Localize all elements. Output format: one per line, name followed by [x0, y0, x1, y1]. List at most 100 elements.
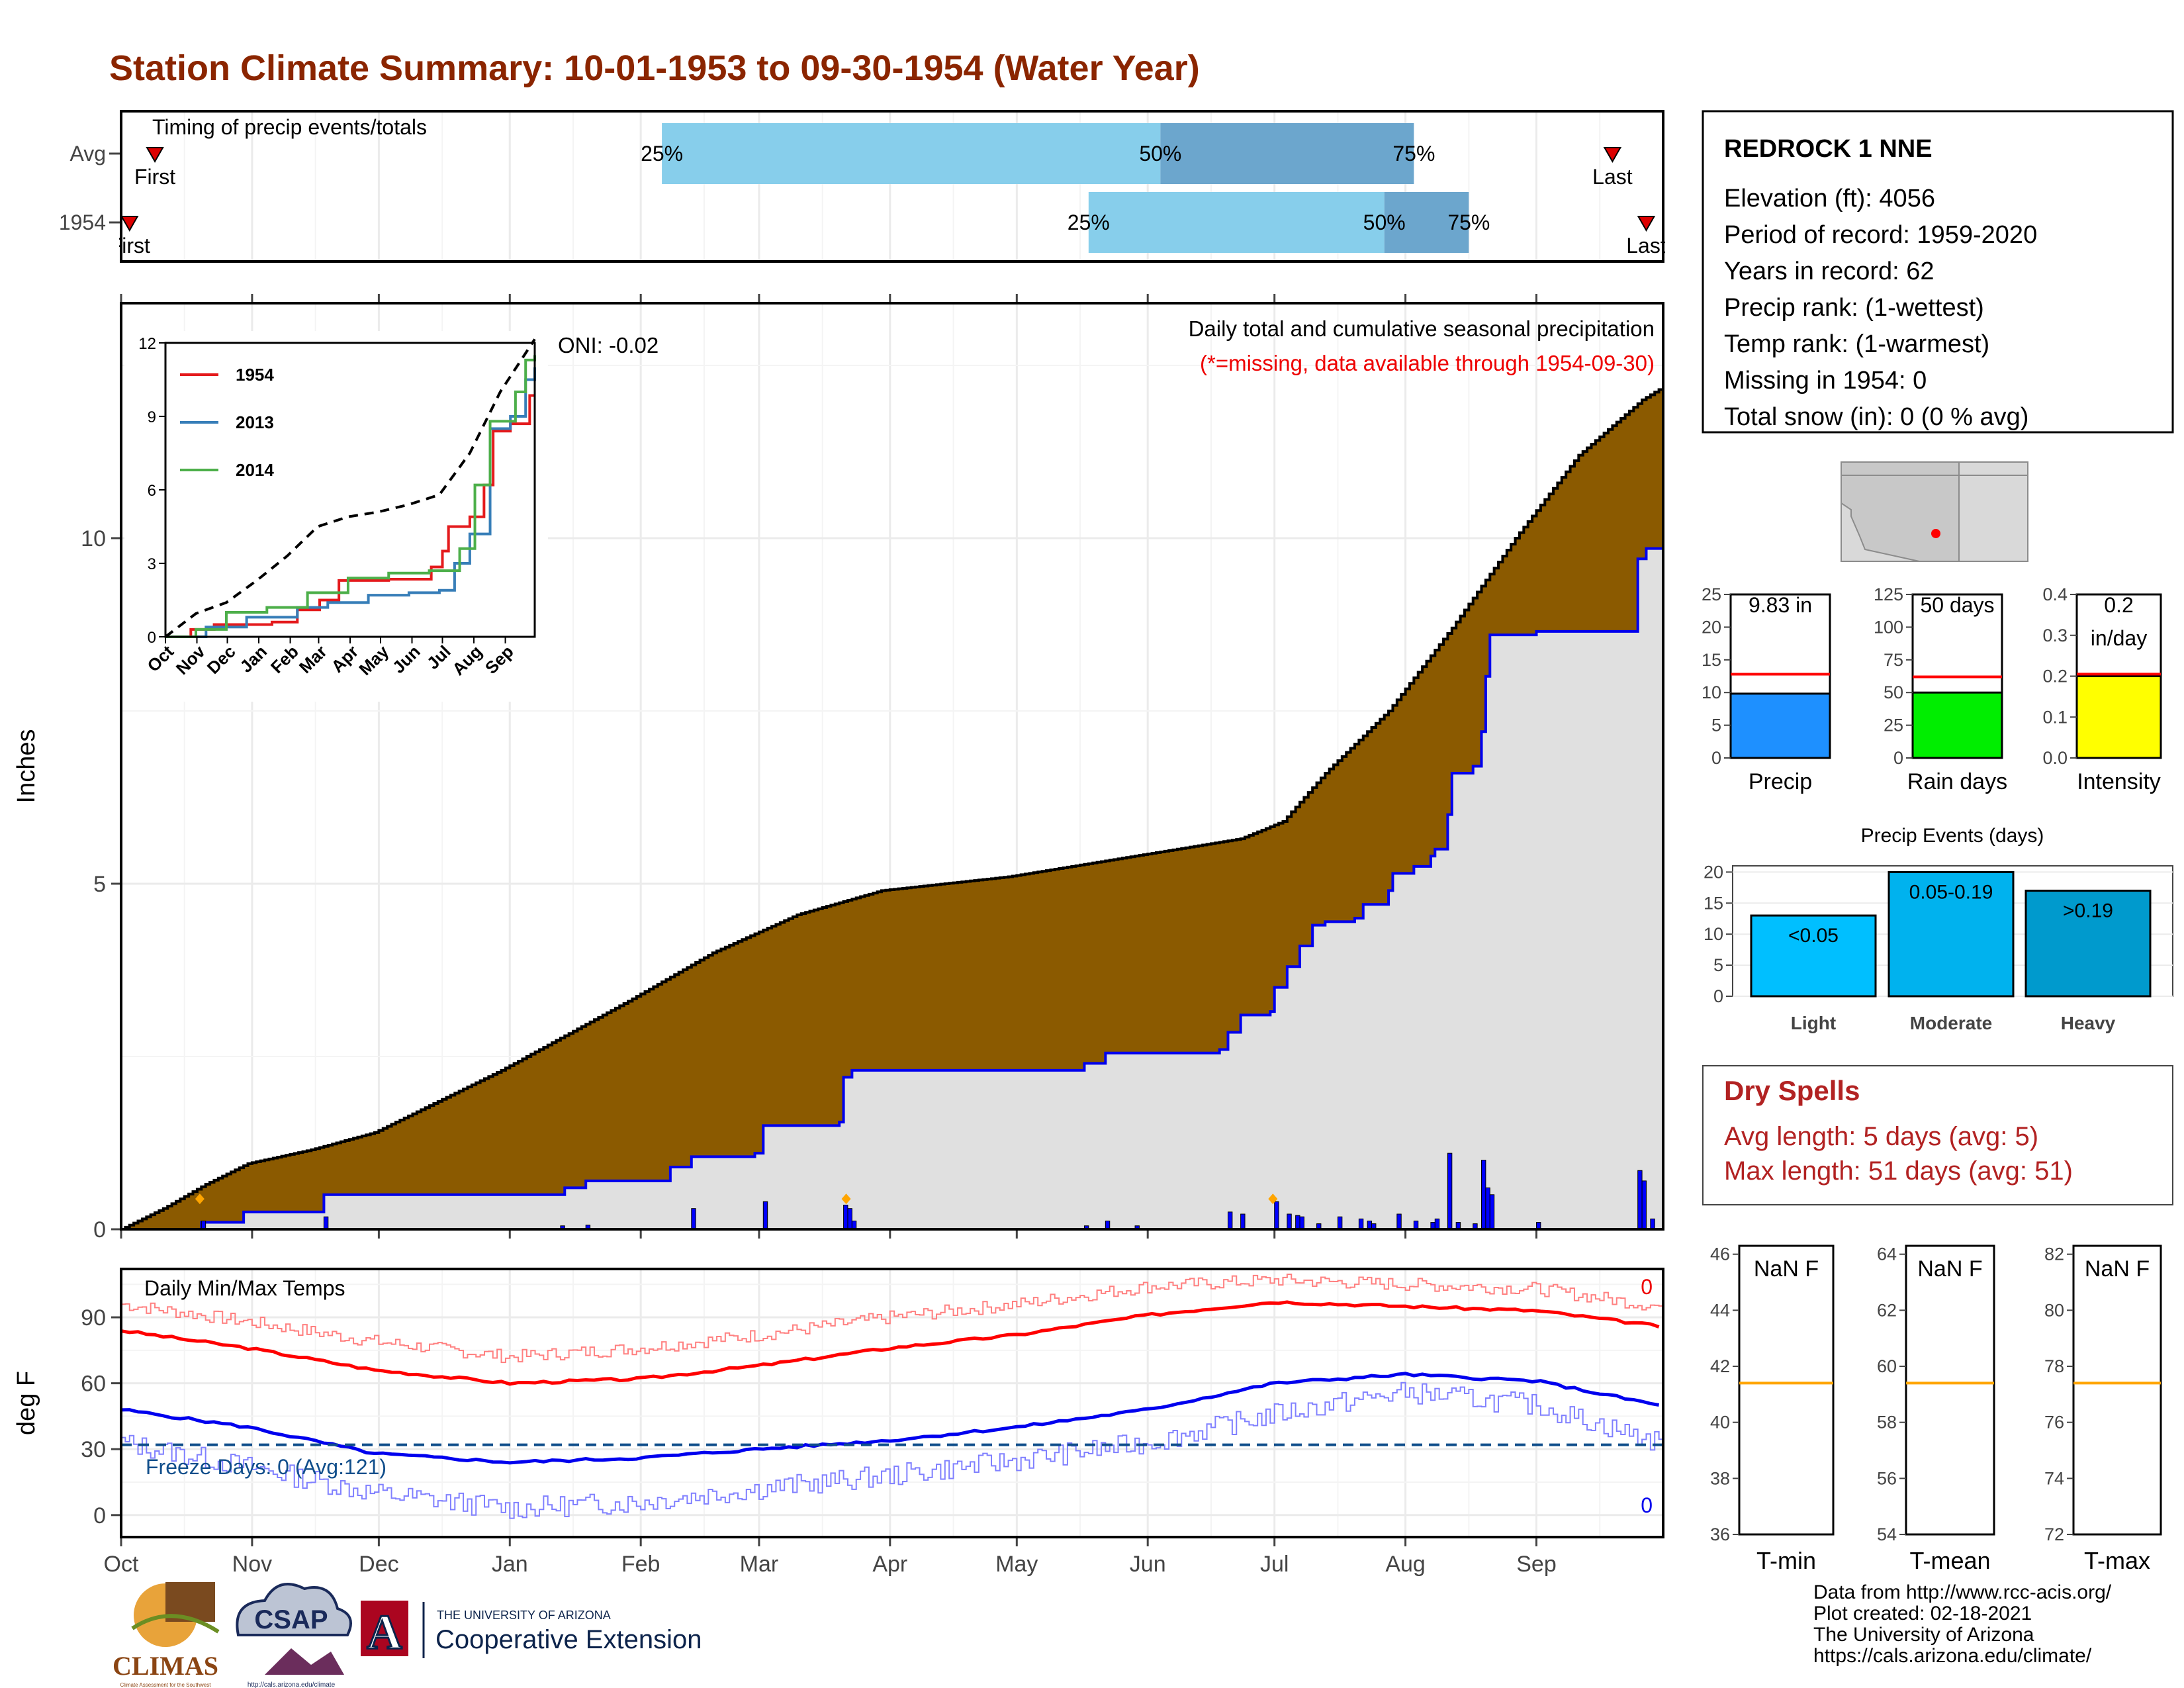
summary-bar [1911, 691, 2003, 759]
summary-tick-label: 50 [1884, 682, 1903, 702]
inset-series-line [165, 355, 536, 638]
x-tick-label: May [995, 1552, 1038, 1577]
temp-summary-frame [1905, 1244, 1995, 1536]
temp-summary-tick: 46 [1710, 1244, 1730, 1264]
y-tick-label: 60 [81, 1372, 106, 1397]
station-info-line: Precip rank: (1-wettest) [1724, 294, 1984, 322]
quartile-label: 75% [1392, 142, 1435, 165]
inset-y-tick: 12 [138, 335, 156, 353]
last-marker [1603, 147, 1622, 164]
summary-value-label: in/day [2091, 626, 2147, 650]
quartile-label: 50% [1363, 211, 1406, 234]
summary-tick-label: 0.4 [2042, 585, 2068, 604]
avg-cumulative-edge [121, 388, 1663, 1231]
temp-summary-tick: 82 [2044, 1244, 2064, 1264]
temp-summary-tick: 56 [1877, 1468, 1897, 1488]
events-tick-label: 15 [1704, 893, 1723, 913]
quartile-label: 50% [1139, 142, 1181, 165]
y-tick-label: 0 [93, 1503, 106, 1528]
station-info-line: Temp rank: (1-warmest) [1724, 330, 1989, 358]
summary-tick-label: 0.1 [2042, 707, 2068, 727]
y-axis-label: Inches [13, 729, 40, 804]
daily-precip-bar [1295, 1215, 1300, 1230]
summary-bar-label: Precip [1749, 769, 1812, 794]
temp-summary-tick: 44 [1710, 1300, 1730, 1320]
station-info-line: Years in record: 62 [1724, 258, 1934, 285]
events-title: Precip Events (days) [1861, 825, 2044, 847]
climas-swoosh-icon [131, 1614, 220, 1634]
daily-precip-bar [1489, 1194, 1495, 1230]
inset-y-tick: 9 [148, 408, 156, 426]
daily-precip-bar [1396, 1213, 1402, 1230]
event-marker [1268, 1194, 1278, 1205]
quartile-label: 25% [1068, 211, 1110, 234]
events-tick-label: 0 [1713, 986, 1723, 1006]
first-label: First [134, 165, 175, 189]
min-missing-count: 0 [1641, 1493, 1653, 1517]
temp-summary-value: NaN F [1754, 1256, 1819, 1282]
daily-precip-bar [762, 1201, 768, 1230]
temp-summary-tick: 58 [1877, 1413, 1897, 1432]
timing-frame [120, 110, 1664, 263]
daily-precip-bar [843, 1204, 848, 1230]
daily-precip-bar [1337, 1216, 1343, 1230]
events-tick-label: 5 [1713, 955, 1723, 975]
x-tick-label: Dec [359, 1552, 398, 1577]
last-label: Last [1592, 165, 1633, 189]
timing-panel: Timing of precip events/totals Avg 25% 50% 7… [0, 110, 1705, 263]
temp-summary-frame [2072, 1244, 2162, 1536]
x-tick-label: Jul [1260, 1552, 1289, 1577]
observed-cumulative-line [121, 547, 1663, 1231]
record-min-line [121, 1382, 1663, 1519]
summary-tick-label: 25 [1702, 585, 1721, 604]
daily-precip-bar [1227, 1211, 1233, 1230]
summary-tick-label: 25 [1884, 716, 1903, 735]
event-bar-label: Heavy [2061, 1013, 2116, 1033]
temp-summary-tick: 72 [2044, 1524, 2064, 1544]
clip-right [1665, 111, 1705, 261]
summary-tick-label: 0.3 [2042, 626, 2068, 645]
daily-precip-bar [1434, 1218, 1440, 1230]
timing-row-label: 1954 [59, 211, 106, 234]
station-info-line: Total snow (in): 0 (0 % avg) [1724, 403, 2028, 431]
daily-precip-bar [1447, 1152, 1453, 1230]
x-tick-label: Aug [1385, 1552, 1426, 1577]
event-marker [195, 1194, 205, 1205]
event-bar [2025, 890, 2152, 998]
event-bar [1750, 914, 1877, 998]
summary-tick-label: 75 [1884, 650, 1903, 670]
last-marker [1637, 216, 1656, 232]
event-bar [1888, 870, 2015, 998]
temp-summary-label: T-mean [1909, 1547, 1990, 1574]
legend-entry: 1954 [236, 365, 274, 385]
csap-cloud-icon [236, 1583, 352, 1636]
y-tick-label: 90 [81, 1305, 106, 1331]
summary-tick-label: 0 [1711, 748, 1721, 768]
temp-summary-label: T-min [1756, 1547, 1816, 1574]
climas-logo-text: CLIMAS [113, 1651, 218, 1681]
station-info-line: Period of record: 1959-2020 [1724, 221, 2037, 249]
temp-summary-tick: 64 [1877, 1244, 1897, 1264]
temp-panel: Daily Min/Max Temps Freeze Days: 0 (Avg:1… [13, 1268, 1664, 1577]
temp-summary-label: T-max [2084, 1547, 2150, 1574]
summary-tick-label: 0.2 [2042, 667, 2068, 686]
y-tick-label: 30 [81, 1437, 106, 1462]
quartile-bar-dark [1384, 192, 1469, 253]
summary-tick-label: 100 [1874, 617, 1903, 637]
x-tick-label: Apr [872, 1552, 907, 1577]
csap-mountain-icon [265, 1648, 344, 1675]
station-info-line: Elevation (ft): 4056 [1724, 185, 1935, 212]
temp-summary-tick: 40 [1710, 1413, 1730, 1432]
summary-bar [1729, 692, 1831, 759]
temp-summary-tick: 76 [2044, 1413, 2064, 1432]
footer-line: The University of Arizona [1813, 1624, 2034, 1646]
inset-y-tick: 0 [148, 629, 156, 647]
quartile-label: 25% [641, 142, 683, 165]
footer-line: Plot created: 02-18-2021 [1813, 1603, 2032, 1624]
inset-series-line [165, 394, 535, 638]
temp-summary-tick: 74 [2044, 1468, 2064, 1488]
max-missing-count: 0 [1641, 1275, 1653, 1299]
summary-bar-label: Intensity [2077, 769, 2161, 794]
